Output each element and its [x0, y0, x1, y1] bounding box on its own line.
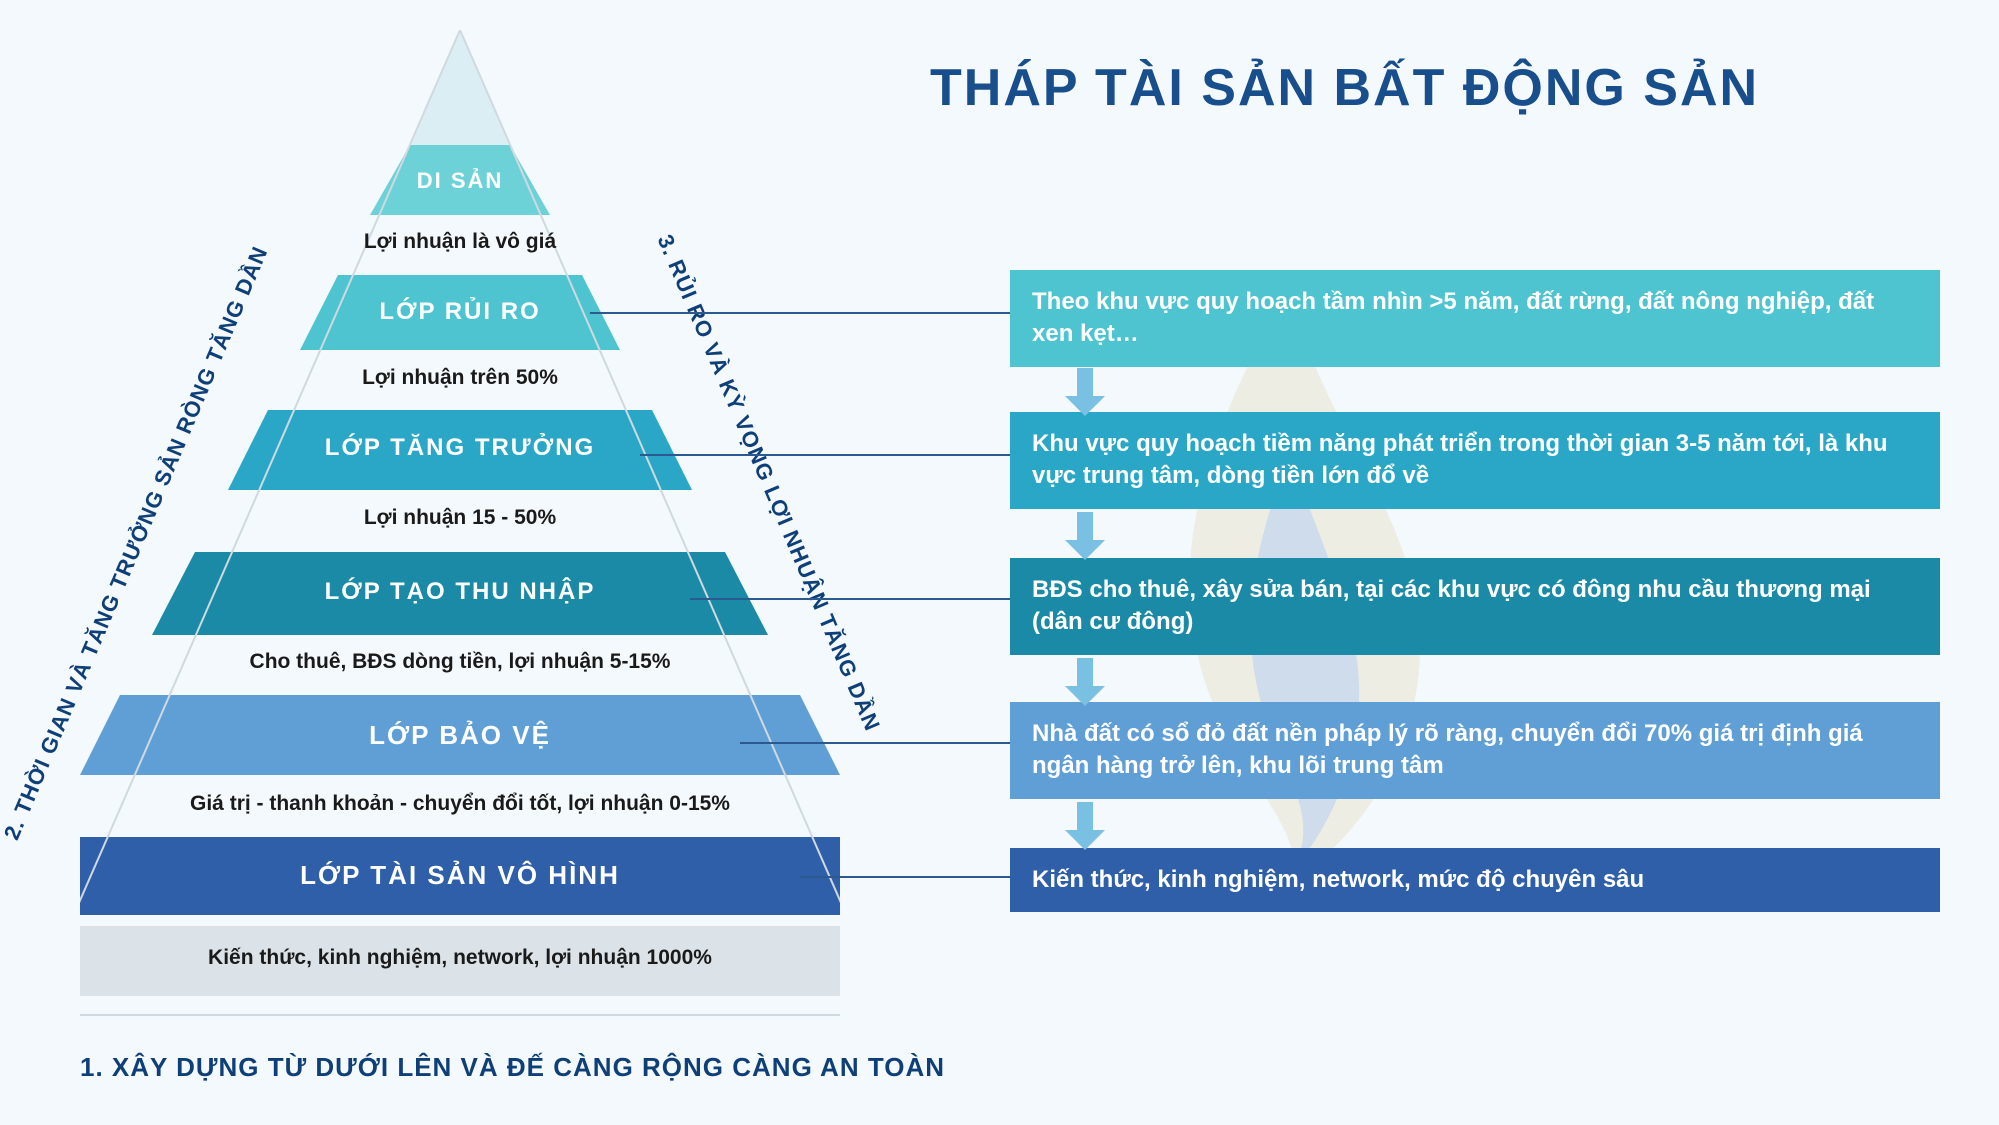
description-box-1: Khu vực quy hoạch tiềm năng phát triển t… — [1010, 412, 1940, 509]
level-sub-4: Giá trị - thanh khoản - chuyển đổi tốt, … — [80, 792, 840, 816]
description-box-2: BĐS cho thuê, xây sửa bán, tại các khu v… — [1010, 558, 1940, 655]
bottom-caption: 1. XÂY DỰNG TỪ DƯỚI LÊN VÀ ĐẾ CÀNG RỘNG … — [80, 1052, 945, 1083]
description-box-3: Nhà đất có sổ đỏ đất nền pháp lý rõ ràng… — [1010, 702, 1940, 799]
level-sub-2: Lợi nhuận 15 - 50% — [80, 506, 840, 530]
level-label-3: LỚP TẠO THU NHẬP — [80, 578, 840, 606]
level-label-0: DI SẢN — [80, 168, 840, 194]
down-arrow-icon — [1060, 368, 1110, 416]
level-label-5: LỚP TÀI SẢN VÔ HÌNH — [80, 860, 840, 891]
level-sub-0: Lợi nhuận là vô giá — [80, 230, 840, 254]
down-arrow-icon — [1060, 512, 1110, 560]
description-box-4: Kiến thức, kinh nghiệm, network, mức độ … — [1010, 848, 1940, 912]
connector-line — [590, 312, 1010, 314]
connector-line — [800, 876, 1010, 878]
description-box-0: Theo khu vực quy hoạch tầm nhìn >5 năm, … — [1010, 270, 1940, 367]
level-sub-5: Kiến thức, kinh nghiệm, network, lợi nhu… — [80, 946, 840, 970]
pyramid-apex — [410, 30, 510, 145]
down-arrow-icon — [1060, 658, 1110, 706]
down-arrow-icon — [1060, 802, 1110, 850]
connector-line — [740, 742, 1010, 744]
page-title: THÁP TÀI SẢN BẤT ĐỘNG SẢN — [930, 58, 1759, 118]
pyramid: DI SẢN Lợi nhuận là vô giá LỚP RỦI RO Lợ… — [80, 30, 840, 1030]
level-sub-3: Cho thuê, BĐS dòng tiền, lợi nhuận 5-15% — [80, 650, 840, 674]
connector-line — [690, 598, 1010, 600]
level-label-4: LỚP BẢO VỆ — [80, 720, 840, 751]
connector-line — [640, 454, 1010, 456]
